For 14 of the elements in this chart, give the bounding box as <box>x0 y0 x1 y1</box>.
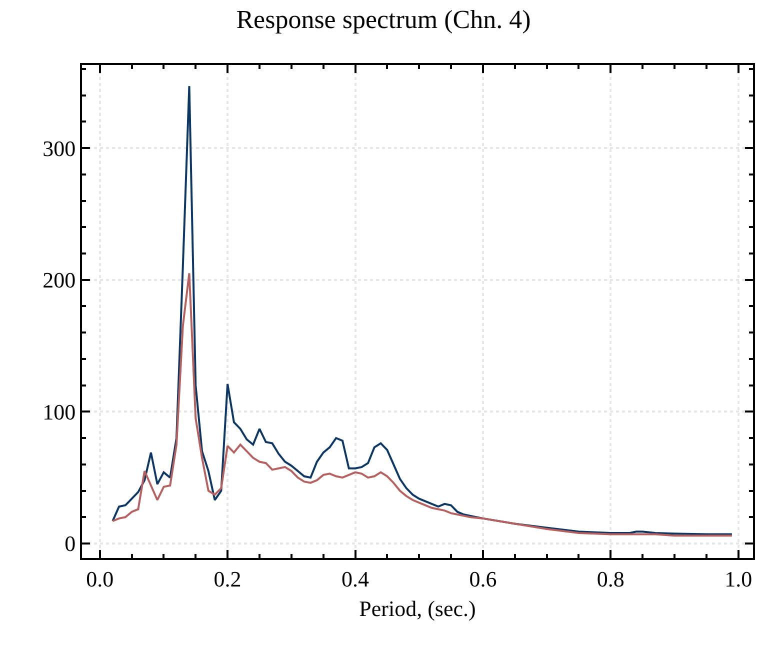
y-tick-label: 200 <box>42 268 76 293</box>
y-tick-label: 0 <box>64 531 76 556</box>
x-tick-label: 0.2 <box>214 566 242 592</box>
chart-title: Response spectrum (Chn. 4) <box>236 5 531 34</box>
line-series <box>112 272 733 537</box>
y-tick-label: 300 <box>42 136 76 161</box>
x-axis-title: Period, (sec.) <box>359 596 476 621</box>
x-tick-label: 0.8 <box>596 566 624 592</box>
x-tick-label: 0.6 <box>469 566 497 592</box>
x-tick-label: 0.4 <box>342 566 369 592</box>
line-series <box>112 85 733 536</box>
x-tick-label: 0.0 <box>86 566 114 592</box>
y-tick-label: 100 <box>42 399 76 424</box>
x-tick-label: 1.0 <box>724 566 752 592</box>
